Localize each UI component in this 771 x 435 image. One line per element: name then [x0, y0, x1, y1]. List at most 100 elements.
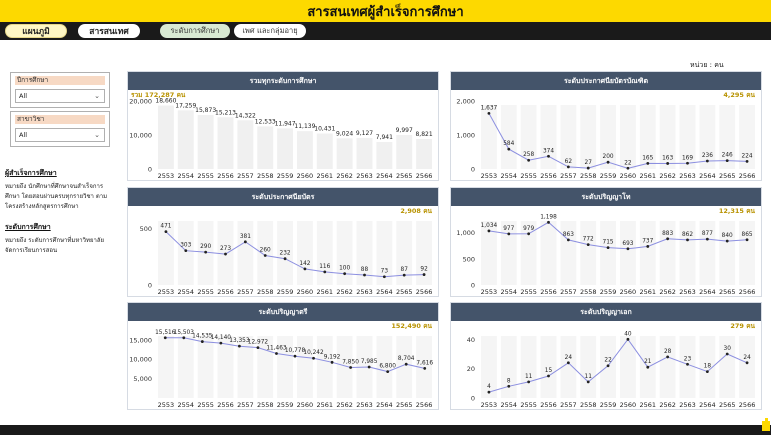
column-band: [679, 336, 696, 398]
data-point: [705, 237, 709, 241]
y-tick-label: 0: [148, 282, 152, 290]
x-tick-label: 2557: [560, 401, 577, 409]
filter-year-value: All: [19, 92, 28, 100]
bookmark-icon[interactable]: [760, 418, 771, 431]
bar: [177, 110, 194, 169]
x-tick-label: 2562: [336, 172, 353, 180]
data-point: [686, 362, 689, 366]
column-band: [356, 221, 373, 285]
column-band: [277, 336, 294, 398]
column-band: [157, 336, 174, 398]
x-tick-label: 2562: [659, 172, 676, 180]
data-point: [606, 364, 610, 368]
data-label: 116: [319, 264, 330, 270]
column-band: [580, 221, 597, 285]
data-label: 584: [503, 141, 514, 147]
y-tick-label: 40: [467, 336, 475, 344]
column-band: [540, 221, 557, 285]
data-label: 87: [401, 267, 409, 273]
data-label: 9,127: [356, 130, 373, 137]
bar: [217, 117, 234, 169]
x-tick-label: 2555: [197, 172, 214, 180]
y-tick-label: 0: [471, 395, 475, 403]
x-tick-label: 2554: [178, 288, 195, 296]
title-bar: สารสนเทศผู้สำเร็จการศึกษา: [0, 0, 771, 22]
data-label: 14,322: [235, 112, 256, 119]
nav-gender-age-button[interactable]: เพศ และกลุ่มอายุ: [234, 24, 306, 38]
data-label: 14,535: [192, 334, 213, 340]
x-tick-label: 2555: [197, 401, 214, 409]
data-point: [626, 337, 630, 341]
data-label: 23: [684, 356, 692, 362]
column-band: [376, 221, 393, 285]
nav-bar: แผนภูมิ สารสนเทศ ระดับการศึกษา เพศ และกล…: [0, 22, 771, 40]
data-label: 165: [642, 155, 653, 161]
x-tick-label: 2566: [416, 288, 433, 296]
data-label: 374: [543, 148, 554, 154]
data-point: [606, 160, 610, 164]
x-tick-label: 2556: [217, 401, 234, 409]
data-point: [725, 159, 729, 163]
column-band: [480, 336, 497, 398]
column-band: [520, 221, 537, 285]
x-tick-label: 2556: [217, 288, 234, 296]
data-point: [745, 159, 749, 163]
filter-year: ปีการศึกษา All ⌄: [10, 72, 110, 108]
y-tick-label: 0: [148, 166, 152, 174]
data-point: [606, 246, 610, 249]
x-tick-label: 2557: [560, 288, 577, 296]
data-label: 11: [585, 374, 593, 380]
nav-level-button[interactable]: ระดับการศึกษา: [160, 24, 230, 38]
data-point: [184, 249, 188, 253]
x-tick-label: 2566: [739, 172, 756, 180]
data-label: 15,516: [155, 330, 176, 336]
x-tick-label: 2563: [356, 288, 373, 296]
column-band: [679, 105, 696, 169]
x-tick-label: 2553: [158, 288, 175, 296]
chevron-down-icon: ⌄: [94, 131, 100, 139]
x-tick-label: 2560: [297, 172, 314, 180]
data-point: [343, 272, 347, 276]
data-label: 18,660: [155, 98, 176, 105]
data-label: 62: [565, 159, 573, 165]
data-label: 258: [523, 152, 534, 158]
data-label: 863: [563, 232, 574, 238]
column-band: [177, 221, 194, 285]
data-point: [423, 367, 427, 370]
column-band: [659, 105, 676, 169]
x-tick-label: 2559: [277, 288, 294, 296]
column-band: [600, 221, 617, 285]
data-point: [566, 165, 570, 169]
filter-year-select[interactable]: All ⌄: [15, 89, 105, 103]
nav-chart-button[interactable]: แผนภูมิ: [5, 24, 67, 38]
data-point: [725, 352, 729, 356]
x-tick-label: 2558: [580, 172, 597, 180]
x-tick-label: 2557: [237, 401, 254, 409]
data-label: 11,463: [266, 345, 287, 351]
x-tick-label: 2561: [640, 288, 657, 296]
column-band: [699, 336, 716, 398]
data-label: 15,503: [174, 330, 195, 336]
data-point: [686, 238, 689, 242]
data-label: 88: [361, 267, 369, 273]
column-band: [639, 105, 656, 169]
data-label: 9,997: [396, 127, 413, 134]
panel-total: รวม 172,287 คน: [131, 90, 185, 99]
x-tick-label: 2557: [560, 172, 577, 180]
x-tick-label: 2564: [376, 288, 393, 296]
data-label: 1,034: [481, 223, 498, 229]
x-tick-label: 2558: [257, 288, 274, 296]
column-band: [540, 336, 557, 398]
column-band: [580, 336, 597, 398]
column-band: [500, 336, 517, 398]
y-tick-label: 10,000: [129, 356, 152, 364]
nav-info-button[interactable]: สารสนเทศ: [78, 24, 140, 38]
column-band: [619, 221, 636, 285]
data-point: [507, 147, 511, 151]
column-band: [699, 105, 716, 169]
column-band: [416, 221, 433, 285]
column-band: [739, 336, 756, 398]
column-band: [157, 221, 174, 285]
filter-major-select[interactable]: All ⌄: [15, 128, 105, 142]
